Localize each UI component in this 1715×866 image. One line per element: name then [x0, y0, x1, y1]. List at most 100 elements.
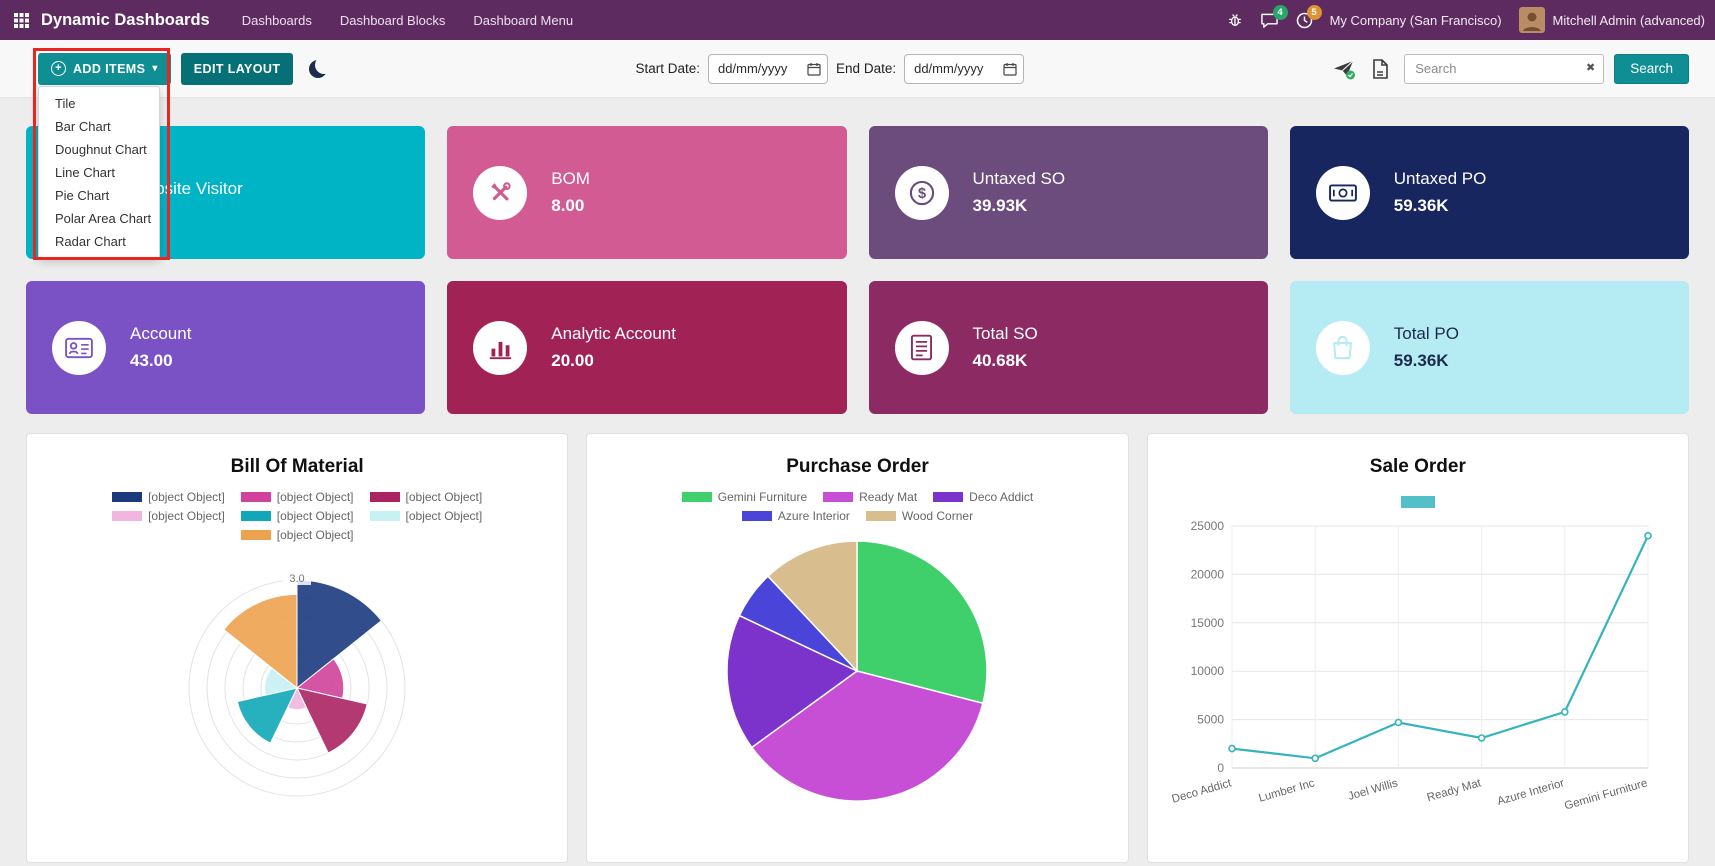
menu-dashboard-menu[interactable]: Dashboard Menu: [473, 12, 574, 28]
tile-label: Total SO: [972, 324, 1038, 343]
legend-item[interactable]: Gemini Furniture: [681, 490, 807, 504]
svg-text:Gemini Furniture: Gemini Furniture: [1563, 777, 1649, 812]
card-sale-order: Sale Order 0 5000 10000 15000 20000 25000 Deco…: [1146, 433, 1689, 863]
tile-value: 39.93K: [972, 196, 1028, 215]
user-name: Mitchell Admin (advanced): [1552, 12, 1705, 28]
legend-item[interactable]: [object Object]: [240, 490, 354, 504]
end-date-input[interactable]: [904, 53, 1025, 84]
chart-title: Purchase Order: [786, 456, 929, 477]
tile-analytic-account[interactable]: Analytic Account 20.00: [447, 281, 847, 414]
polar-chart-legend: [object Object] [object Object] [object Ob…: [102, 490, 492, 542]
search-button[interactable]: Search: [1614, 53, 1690, 84]
dropdown-item-radar-chart[interactable]: Radar Chart: [55, 234, 126, 249]
tile-label: Analytic Account: [551, 324, 676, 343]
dropdown-item-polar-area-chart[interactable]: Polar Area Chart: [55, 211, 152, 226]
add-items-button[interactable]: + ADD ITEMS ▾: [38, 52, 171, 85]
plus-circle-icon: +: [51, 61, 66, 76]
activities-clock-icon[interactable]: 5: [1296, 4, 1322, 29]
systray: 4 5 My Company (San Francisco) Mitchell …: [1227, 4, 1705, 33]
menu-dashboard-blocks[interactable]: Dashboard Blocks: [339, 12, 446, 28]
activities-count-badge: 5: [1306, 4, 1322, 20]
legend-item[interactable]: Deco Addict: [933, 490, 1033, 504]
tile-total-po[interactable]: Total PO 59.36K: [1289, 281, 1689, 414]
start-date-label: Start Date:: [635, 61, 701, 76]
legend-item[interactable]: Ready Mat: [823, 490, 917, 504]
dropdown-item-doughnut-chart[interactable]: Doughnut Chart: [55, 142, 147, 157]
tile-value: 20.00: [551, 351, 594, 370]
dark-mode-moon-icon[interactable]: [309, 60, 327, 78]
tile-label: Total PO: [1393, 324, 1459, 343]
messages-count-badge: 4: [1272, 4, 1288, 20]
search-input[interactable]: [1404, 53, 1605, 84]
svg-text:10000: 10000: [1190, 664, 1224, 678]
bug-icon[interactable]: [1227, 12, 1243, 28]
legend-item[interactable]: [object Object]: [240, 509, 354, 523]
chart-title: Bill Of Material: [230, 456, 364, 477]
dropdown-item-tile[interactable]: Tile: [55, 96, 76, 111]
tile-label: Untaxed PO: [1393, 169, 1487, 188]
tile-value: 59.36K: [1393, 196, 1449, 215]
banknote-icon: [1315, 165, 1370, 220]
apps-grid-icon[interactable]: [14, 12, 29, 28]
svg-text:15000: 15000: [1190, 616, 1224, 630]
svg-text:Joel Willis: Joel Willis: [1347, 777, 1400, 803]
svg-text:$: $: [917, 186, 925, 202]
tile-untaxed-so[interactable]: $ Untaxed SO 39.93K: [868, 126, 1268, 259]
svg-text:Azure Interior: Azure Interior: [1496, 777, 1566, 808]
company-switcher[interactable]: My Company (San Francisco): [1329, 12, 1502, 28]
chart-title: Sale Order: [1369, 456, 1466, 477]
edit-layout-button[interactable]: EDIT LAYOUT: [180, 52, 294, 85]
card-bill-of-material: Bill Of Material [object Object] [object …: [26, 433, 569, 863]
document-icon: [894, 320, 949, 375]
legend-item[interactable]: Azure Interior: [741, 509, 850, 523]
pdf-export-icon[interactable]: [1371, 58, 1389, 79]
tile-account[interactable]: Account 43.00: [26, 281, 426, 414]
tile-value: 40.68K: [972, 351, 1028, 370]
dropdown-item-line-chart[interactable]: Line Chart: [55, 165, 115, 180]
dollar-coin-icon: $: [894, 165, 949, 220]
shopping-bag-icon: [1315, 320, 1370, 375]
dropdown-item-bar-chart[interactable]: Bar Chart: [55, 119, 111, 134]
legend-item[interactable]: [object Object]: [112, 509, 225, 523]
charts-row: Bill Of Material [object Object] [object …: [26, 433, 1689, 863]
svg-text:0: 0: [1217, 761, 1224, 775]
svg-text:Lumber Inc: Lumber Inc: [1257, 777, 1316, 804]
clear-search-icon[interactable]: ✖: [1586, 62, 1596, 74]
start-date-input[interactable]: [708, 53, 829, 84]
tile-total-so[interactable]: Total SO 40.68K: [868, 281, 1268, 414]
legend-item[interactable]: [object Object]: [240, 528, 354, 542]
polar-area-chart: 3.0: [41, 550, 553, 820]
tiles-grid: Website Visitor BOM 8.00 $ Untaxed SO 39.9…: [26, 126, 1689, 414]
tile-value: 59.36K: [1393, 351, 1449, 370]
send-mail-icon[interactable]: [1332, 58, 1356, 80]
dashboard-toolbar: + ADD ITEMS ▾ EDIT LAYOUT Start Date: En…: [0, 40, 1715, 260]
tile-untaxed-po[interactable]: Untaxed PO 59.36K: [1289, 126, 1689, 259]
avatar: [1518, 7, 1545, 33]
messages-icon[interactable]: 4: [1260, 4, 1288, 29]
pie-chart-legend: Gemini Furniture Ready Mat Deco Addict Azur…: [627, 490, 1087, 523]
line-chart: 0 5000 10000 15000 20000 25000 Deco Addict Lumb…: [1162, 490, 1674, 840]
legend-item[interactable]: [object Object]: [369, 490, 482, 504]
id-card-icon: [52, 320, 106, 375]
tools-icon: [473, 165, 528, 220]
card-purchase-order: Purchase Order Gemini Furniture Ready Mat…: [586, 433, 1129, 863]
tile-value: 43.00: [130, 351, 173, 370]
end-date-label: End Date:: [836, 61, 897, 76]
top-menu: Dashboards Dashboard Blocks Dashboard Me…: [242, 13, 573, 28]
user-menu[interactable]: Mitchell Admin (advanced): [1518, 7, 1705, 33]
tile-value: 8.00: [551, 196, 585, 215]
svg-text:Ready Mat: Ready Mat: [1425, 777, 1483, 804]
tile-bom[interactable]: BOM 8.00: [447, 126, 847, 259]
date-filter-group: Start Date: End Date:: [635, 53, 1025, 84]
add-items-label: ADD ITEMS: [73, 61, 146, 76]
app-title[interactable]: Dynamic Dashboards: [41, 10, 210, 29]
pie-chart: [601, 531, 1113, 807]
legend-item[interactable]: [object Object]: [369, 509, 482, 523]
add-items-dropdown: Tile Bar Chart Doughnut Chart Line Chart…: [38, 86, 160, 259]
dropdown-item-pie-chart[interactable]: Pie Chart: [55, 188, 110, 203]
tile-label: BOM: [551, 169, 590, 188]
legend-item[interactable]: Wood Corner: [865, 509, 973, 523]
tile-label: Account: [130, 324, 192, 343]
legend-item[interactable]: [object Object]: [112, 490, 225, 504]
menu-dashboards[interactable]: Dashboards: [241, 12, 312, 28]
